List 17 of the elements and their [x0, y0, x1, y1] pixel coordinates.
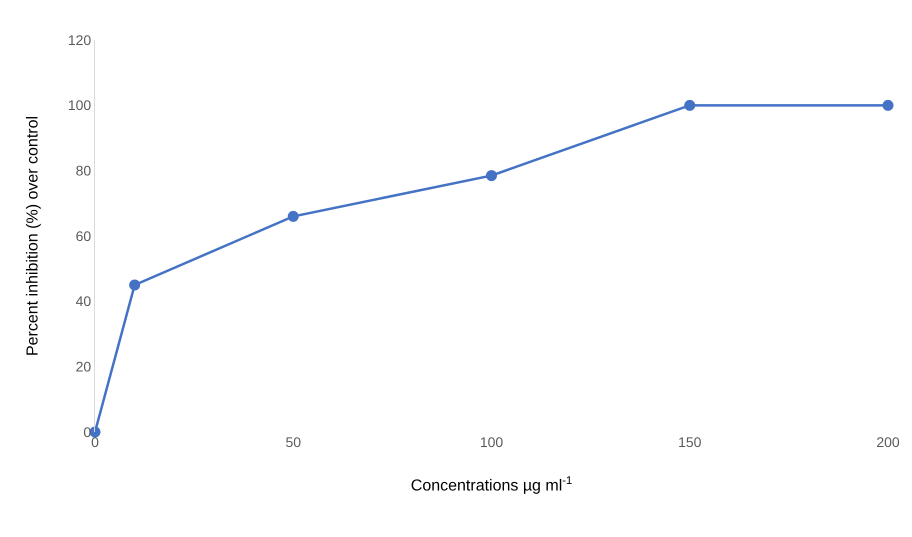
y-tick-label: 80 [76, 162, 92, 179]
point [684, 100, 696, 111]
y-tick-label: 40 [76, 293, 92, 310]
y-tick-label: 20 [76, 358, 92, 375]
x-tick-label: 50 [285, 434, 302, 450]
y-tick-label: 120 [68, 32, 92, 48]
y-tick-label: 100 [68, 97, 92, 114]
x-tick-label: 100 [480, 434, 504, 450]
point [129, 280, 140, 290]
x-tick-label: 200 [876, 434, 900, 450]
point [882, 100, 894, 111]
x-tick-label: 150 [678, 434, 702, 450]
y-axis-title: Percent inhibition (%) over control [24, 116, 42, 356]
x-axis-title: Concentrations µg ml$^{-1}$ [410, 474, 572, 495]
y-tick-label: 60 [76, 228, 92, 244]
point [288, 210, 299, 222]
point [486, 170, 497, 182]
